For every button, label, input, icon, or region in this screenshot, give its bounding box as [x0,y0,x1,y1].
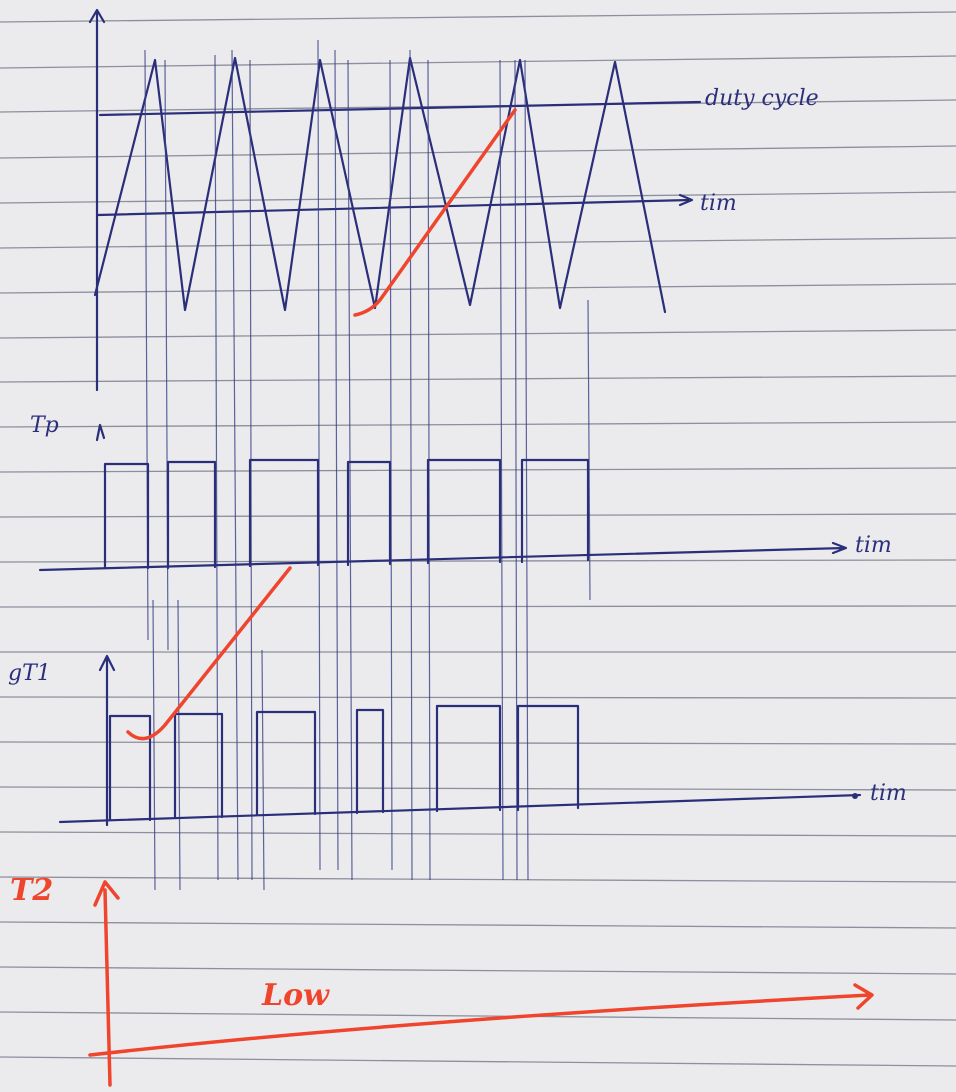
duty-cycle-label: duty cycle [705,86,819,111]
time-label: tim [855,533,892,558]
low-note: Low [261,978,330,1013]
arrow-dot [852,793,858,799]
tp-label: Tp [30,413,59,438]
notebook-page: duty cycle tim Tp tim gT1 tim T2 Low [0,0,956,1092]
time-label: tim [700,191,737,216]
gt1-label: gT1 [8,661,51,686]
t2-label: T2 [10,873,53,908]
time-label: tim [870,781,907,806]
